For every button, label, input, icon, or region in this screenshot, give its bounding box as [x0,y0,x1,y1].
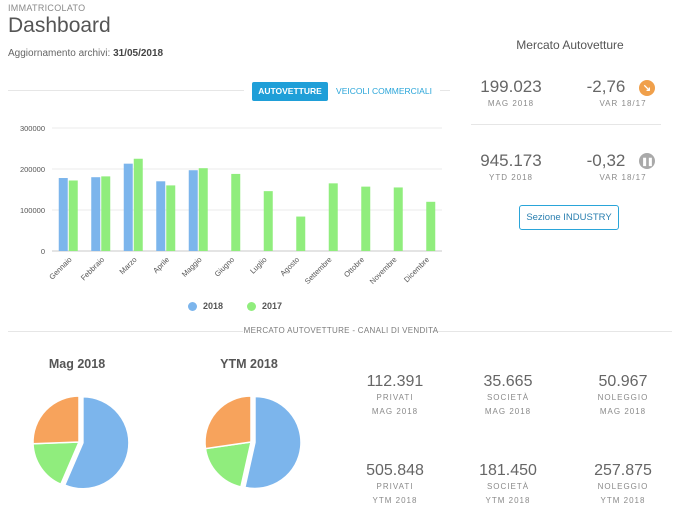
ytd-var-label: VAR 18/17 [599,173,647,182]
x-tick-label: Gennaio [47,255,73,281]
divider [432,331,672,332]
month-privati-value: 112.391 [366,373,424,390]
ytm-societa-period: YTM 2018 [485,496,531,505]
legend-dot-2017 [247,301,257,311]
month-privati-period: MAG 2018 [371,407,419,416]
divider [8,331,243,332]
pie-slice-privati[interactable] [63,396,130,490]
month-societa-value: 35.665 [483,373,533,390]
ytm-privati-label: PRIVATI [376,482,414,491]
pie-slice-noleggio[interactable] [204,395,252,450]
ytm-noleggio-label: NOLEGGIO [597,482,649,491]
bar-2017-giugno[interactable] [231,173,241,251]
y-tick-label: 200000 [20,165,45,174]
update-date: 31/05/2018 [113,48,164,59]
month-var-value: -2,76 [586,77,626,96]
monthly-bar-chart: Gennaio Febbraio Marzo Aprile Maggio Giugno Lu… [20,124,442,286]
divider [440,90,450,91]
bar-2017-maggio[interactable] [198,168,208,251]
bar-2018-gennaio[interactable] [58,178,68,251]
divider [471,124,661,125]
month-societa-period: MAG 2018 [484,407,532,416]
pie-slice-privati[interactable] [243,395,302,490]
ytm-privati-value: 505.848 [366,462,424,479]
x-tick-label: Settembre [303,255,334,286]
month-var-label: VAR 18/17 [599,99,647,108]
pie-slice-societa[interactable] [32,441,81,486]
bar-2017-agosto[interactable] [296,216,306,251]
x-tick-label: Luglio [248,255,269,276]
ytm-societa-label: SOCIETÀ [486,482,530,491]
bar-2017-luglio[interactable] [263,191,273,251]
x-tick-label: Agosto [278,255,301,278]
month-label: MAG 2018 [487,99,535,108]
ytm-societa-value: 181.450 [479,462,537,479]
tab-veicoli-commerciali[interactable]: VEICOLI COMMERCIALI [336,86,432,96]
update-label: Aggiornamento archivi: [8,48,111,59]
x-tick-label: Maggio [180,255,204,279]
divider [8,90,244,91]
arrow-down-right-icon: ↘ [639,80,655,96]
section-eyebrow: IMMATRICOLATO [8,3,86,13]
month-societa-label: SOCIETÀ [486,393,530,402]
x-tick-label: Ottobre [342,255,366,279]
month-noleggio-period: MAG 2018 [599,407,647,416]
bar-2018-febbraio[interactable] [91,177,101,251]
bar-2017-gennaio[interactable] [68,180,78,251]
pie-month-chart [32,395,130,490]
bar-2018-maggio[interactable] [188,170,198,251]
tab-autovetture[interactable]: AUTOVETTURE [252,82,328,101]
bar-2018-marzo[interactable] [123,163,133,251]
month-noleggio-value: 50.967 [598,373,648,390]
update-info: Aggiornamento archivi: 31/05/2018 [8,48,163,59]
bar-2017-febbraio[interactable] [101,176,111,251]
ytm-privati-period: YTM 2018 [372,496,418,505]
y-tick-label: 300000 [20,124,45,133]
x-tick-label: Giugno [213,255,236,278]
industry-section-button[interactable]: Sezione INDUSTRY [519,205,619,230]
ytd-label: YTD 2018 [488,173,534,182]
channels-section-title: MERCATO AUTOVETTURE - CANALI DI VENDITA [243,326,439,335]
ytm-noleggio-period: YTM 2018 [600,496,646,505]
month-value: 199.023 [480,77,542,96]
chart-legend: 2018 2017 [188,301,282,311]
pie-slice-noleggio[interactable] [32,395,80,445]
bar-2018-aprile[interactable] [156,181,166,251]
pie-slice-societa[interactable] [204,441,252,488]
x-tick-label: Dicembre [402,255,431,284]
x-tick-label: Marzo [118,255,139,276]
legend-dot-2018 [188,301,197,311]
bar-2017-marzo[interactable] [133,158,143,251]
pie-month-title: Mag 2018 [48,357,106,371]
x-tick-label: Aprile [151,255,171,275]
month-noleggio-label: NOLEGGIO [597,393,649,402]
pause-icon: ❚❚ [639,153,655,169]
bar-2017-aprile[interactable] [166,185,176,251]
bar-2017-novembre[interactable] [393,187,403,251]
month-privati-label: PRIVATI [376,393,414,402]
legend-label-2018[interactable]: 2018 [203,301,224,311]
bar-2017-ottobre[interactable] [361,186,371,251]
ytd-var-value: -0,32 [586,151,626,170]
bar-2017-dicembre[interactable] [426,201,436,251]
y-tick-label: 100000 [20,206,45,215]
market-title: Mercato Autovetture [516,38,624,52]
page-title: Dashboard [8,14,111,37]
y-tick-label: 0 [41,247,45,256]
pie-ytm-title: YTM 2018 [220,357,278,371]
ytd-value: 945.173 [480,151,542,170]
x-tick-label: Novembre [368,255,399,286]
legend-label-2017[interactable]: 2017 [262,301,283,311]
ytm-noleggio-value: 257.875 [594,462,652,479]
x-tick-label: Febbraio [79,255,106,282]
bar-2017-settembre[interactable] [328,183,338,251]
pie-ytm-chart [204,395,302,490]
